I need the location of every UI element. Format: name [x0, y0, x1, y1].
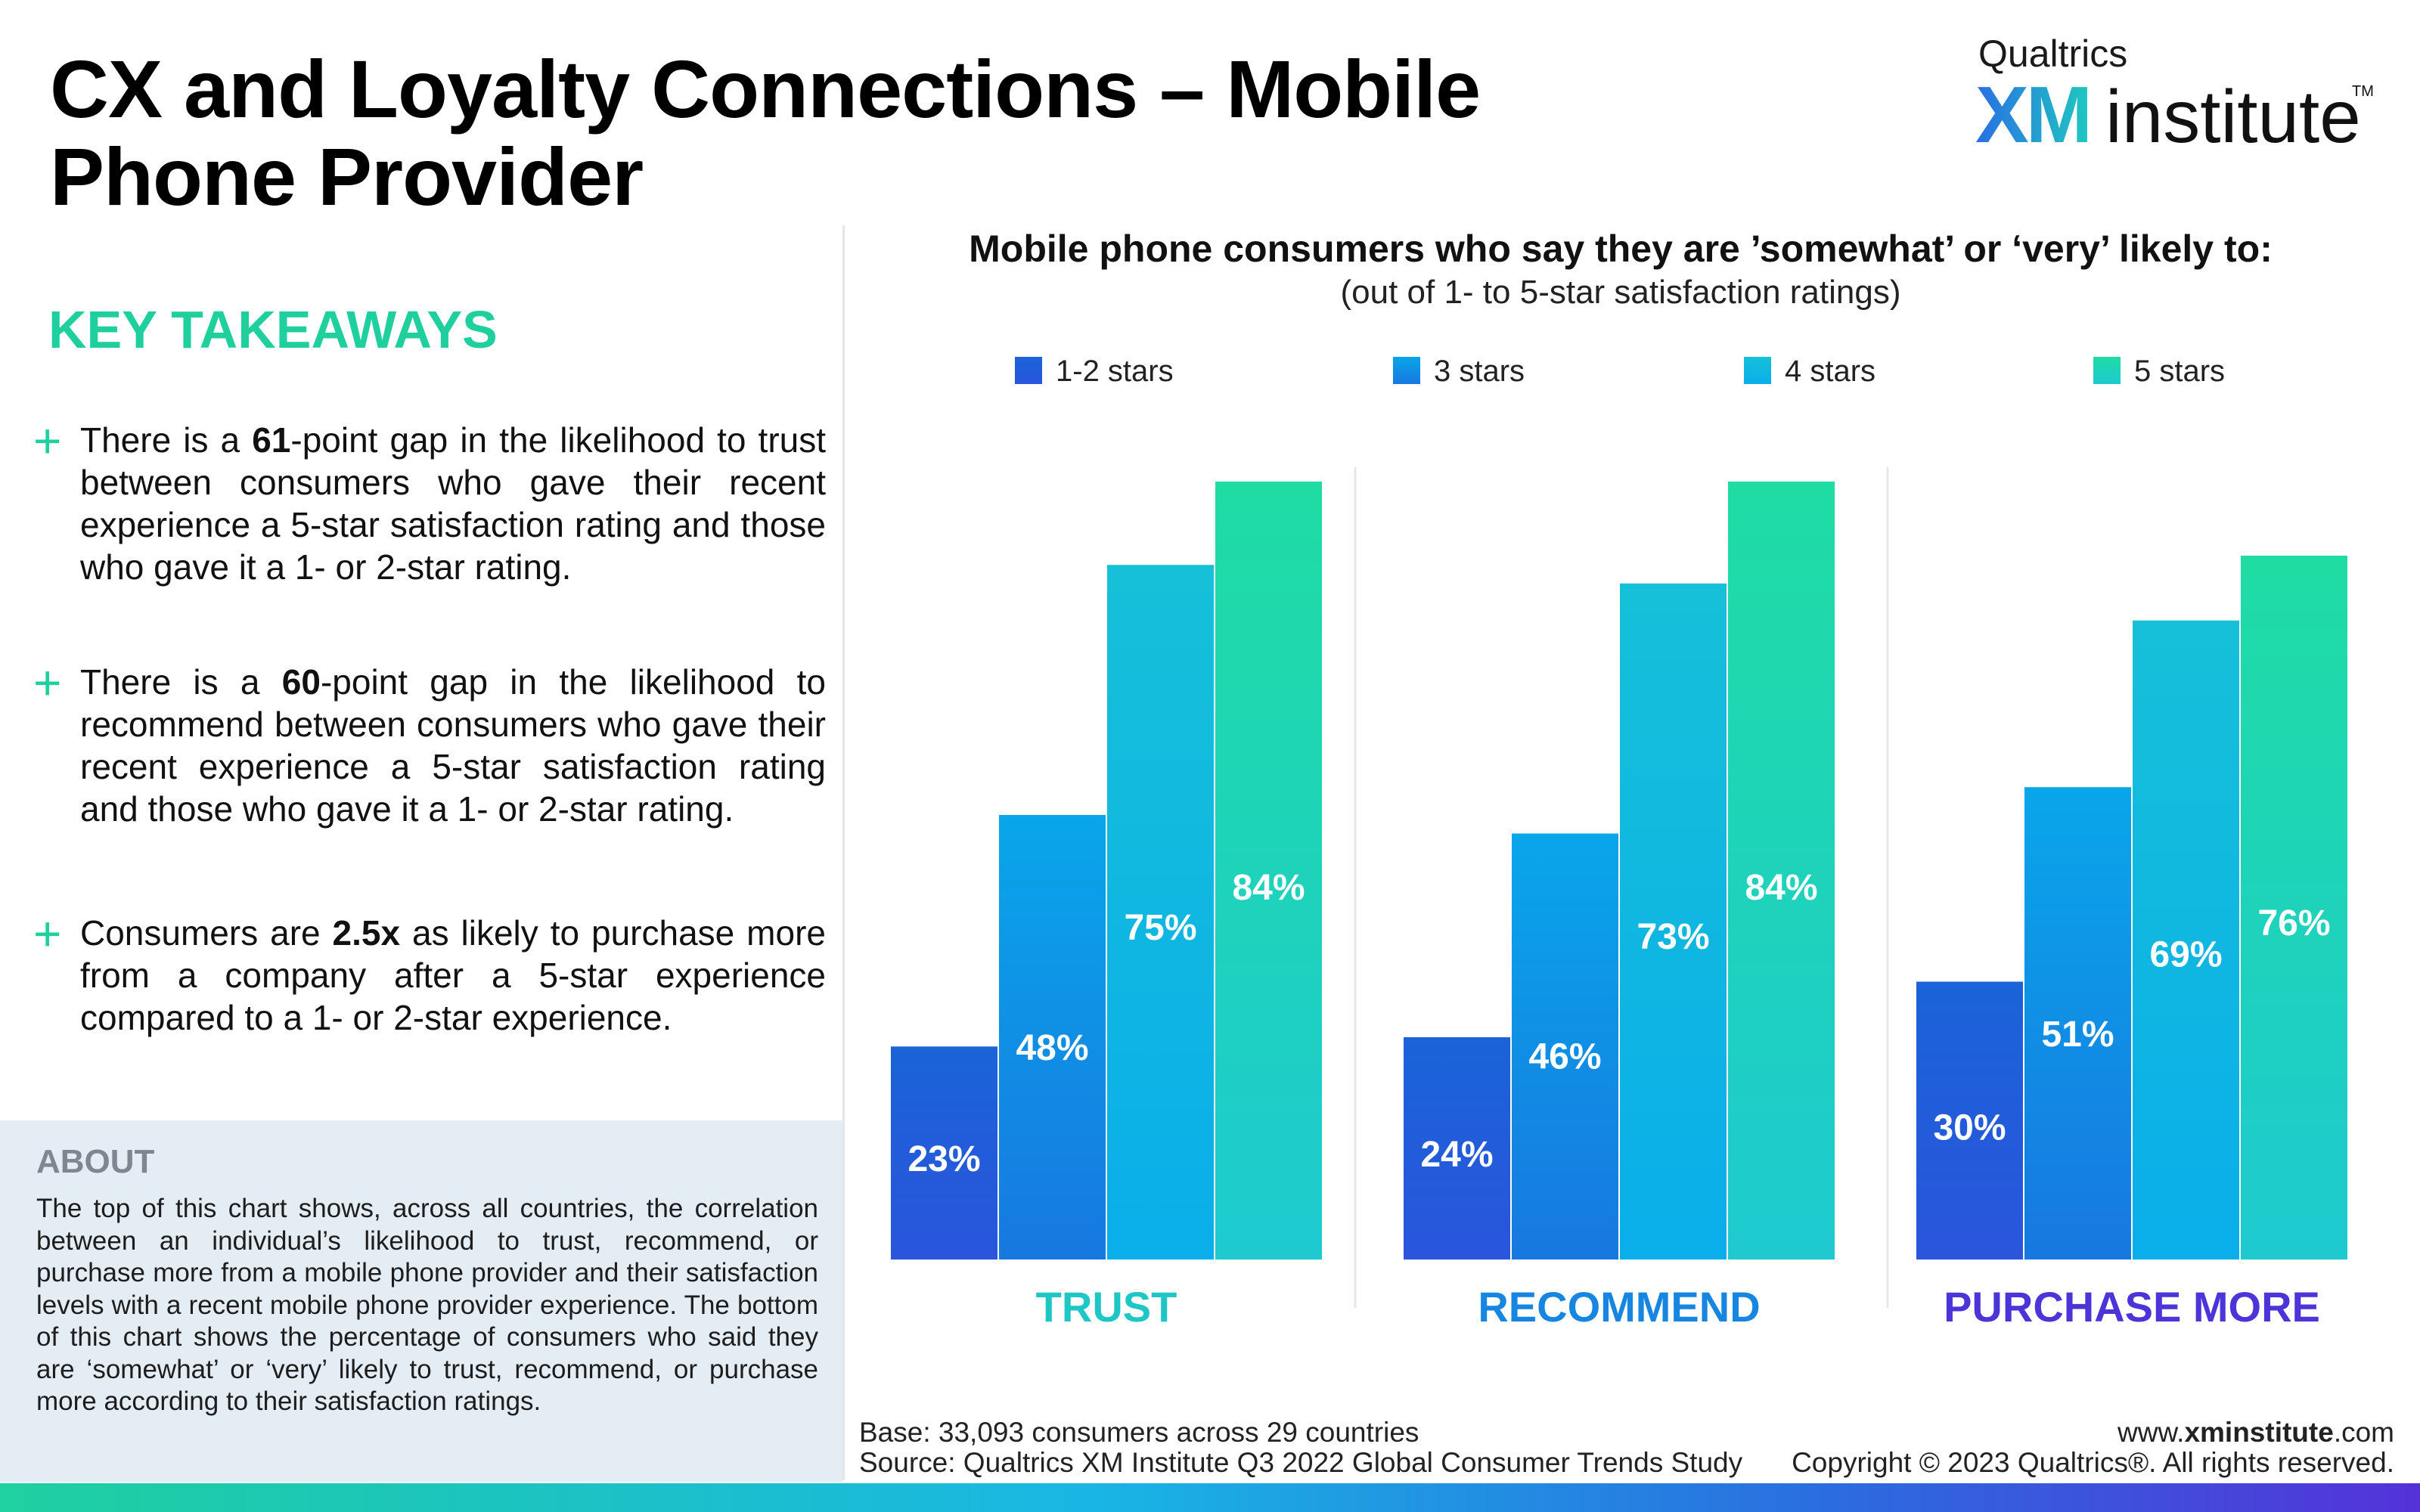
legend-label-4: 5 stars: [2134, 355, 2225, 388]
bar-purchase-more-4: [2241, 556, 2347, 1259]
chart-subtitle: (out of 1- to 5-star satisfaction rating…: [1340, 274, 1901, 311]
plus-icon: +: [33, 414, 62, 468]
bar-value-label: 75%: [1124, 908, 1196, 948]
takeaway-text: There is a 61-point gap in the likelihoo…: [80, 420, 827, 587]
plus-icon: +: [33, 906, 62, 961]
bar-purchase-more-2: [2024, 787, 2131, 1259]
legend-swatch-1: [1015, 357, 1042, 384]
footer-source-note: Source: Qualtrics XM Institute Q3 2022 G…: [859, 1447, 1743, 1478]
takeaway-text: Consumers are 2.5x as likely to purchase…: [80, 913, 826, 1037]
logo-trademark: TM: [2352, 83, 2374, 100]
gradient-bottom-bar: [0, 1483, 2420, 1512]
bar-value-label: 46%: [1528, 1037, 1601, 1077]
bar-trust-4: [1215, 482, 1322, 1259]
bar-value-label: 76%: [2257, 903, 2330, 943]
bar-recommend-2: [1512, 833, 1618, 1259]
bar-recommend-4: [1728, 482, 1835, 1259]
about-heading: ABOUT: [36, 1143, 155, 1180]
category-label-purchase-more: PURCHASE MORE: [1944, 1283, 2320, 1331]
about-panel: [0, 1120, 842, 1482]
bar-value-label: 24%: [1420, 1135, 1493, 1175]
legend-label-1: 1-2 stars: [1056, 355, 1174, 388]
bar-value-label: 84%: [1232, 868, 1305, 908]
bar-value-label: 84%: [1745, 868, 1817, 908]
chart-title: Mobile phone consumers who say they are …: [969, 228, 2273, 270]
footer-website-link[interactable]: www.xminstitute.com: [2118, 1417, 2394, 1448]
legend-swatch-3: [1744, 357, 1771, 384]
plus-icon: +: [33, 655, 62, 710]
footer-base-note: Base: 33,093 consumers across 29 countri…: [859, 1417, 1419, 1448]
footer-copyright: Copyright © 2023 Qualtrics®. All rights …: [1792, 1447, 2394, 1478]
bar-value-label: 51%: [2041, 1015, 2114, 1055]
logo-institute-text: institute: [2105, 75, 2361, 158]
vertical-divider: [842, 225, 845, 1480]
page-title: CX and Loyalty Connections – Mobile Phon…: [50, 43, 1481, 222]
bar-value-label: 69%: [2149, 934, 2222, 974]
about-text: The top of this chart shows, across all …: [36, 1194, 818, 1416]
legend-label-3: 4 stars: [1785, 355, 1876, 388]
category-label-recommend: RECOMMEND: [1478, 1283, 1760, 1331]
legend-swatch-4: [2093, 357, 2121, 384]
xm-institute-logo[interactable]: Qualtrics XM institute TM: [1975, 27, 2374, 160]
bar-purchase-more-1: [1916, 981, 2023, 1259]
bar-chart: 1-2 stars 3 stars 4 stars 5 stars 23% 48% 75% 8…: [891, 355, 2347, 1331]
key-takeaways-heading: KEY TAKEAWAYS: [48, 300, 498, 359]
legend-swatch-2: [1393, 357, 1420, 384]
bar-trust-2: [999, 815, 1106, 1259]
bar-recommend-1: [1404, 1037, 1510, 1259]
category-label-trust: TRUST: [1036, 1283, 1177, 1331]
bar-value-label: 48%: [1016, 1028, 1088, 1068]
bar-value-label: 30%: [1933, 1108, 2006, 1148]
bar-value-label: 73%: [1637, 917, 1709, 957]
bar-trust-1: [891, 1046, 997, 1259]
logo-xm-text: XM: [1975, 70, 2093, 160]
bar-trust-3: [1107, 565, 1214, 1259]
bar-recommend-3: [1620, 583, 1727, 1259]
takeaway-text: There is a 60-point gap in the likelihoo…: [80, 662, 827, 829]
bar-value-label: 23%: [908, 1139, 980, 1179]
logo-qualtrics-text: Qualtrics: [1978, 33, 2128, 75]
bar-purchase-more-3: [2133, 620, 2239, 1259]
legend-label-2: 3 stars: [1434, 355, 1525, 388]
